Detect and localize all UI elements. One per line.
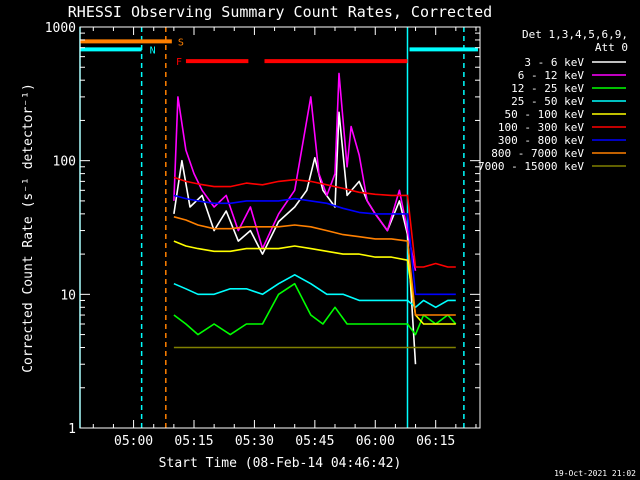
x-tick-label-0: 05:00 xyxy=(114,434,153,449)
y-axis: 1 10 100 1000 xyxy=(45,21,480,437)
series-line-2 xyxy=(173,282,457,336)
legend-header-line1: Det 1,3,4,5,6,9, xyxy=(522,28,628,41)
plot-frame xyxy=(79,26,481,429)
y-tick-label-1: 10 xyxy=(60,288,76,303)
flag-label-n: N xyxy=(150,45,156,56)
legend-label-1: 6 - 12 keV xyxy=(518,69,585,82)
x-tick-label-4: 06:00 xyxy=(356,434,395,449)
series-line-4 xyxy=(173,240,456,325)
series-line-1 xyxy=(173,72,417,271)
legend-label-4: 50 - 100 keV xyxy=(505,108,585,121)
legend-label-6: 300 - 800 keV xyxy=(498,134,584,147)
series-line-6 xyxy=(173,194,456,296)
y-axis-label: Corrected Count Rate (s⁻¹ detector⁻¹) xyxy=(21,83,36,373)
y-tick-label-2: 100 xyxy=(53,155,76,170)
y-tick-label-3: 1000 xyxy=(45,21,76,36)
legend-header-line2: Att 0 xyxy=(595,41,628,54)
legend-label-2: 12 - 25 keV xyxy=(511,82,584,95)
legend-label-8: 7000 - 15000 keV xyxy=(478,160,584,173)
x-tick-label-2: 05:30 xyxy=(235,434,274,449)
flag-label-s: S xyxy=(178,37,184,48)
x-tick-label-1: 05:15 xyxy=(174,434,213,449)
chart-title: RHESSI Observing Summary Count Rates, Co… xyxy=(68,3,492,21)
legend-label-0: 3 - 6 keV xyxy=(524,56,584,69)
legend-label-7: 800 - 7000 keV xyxy=(491,147,584,160)
x-tick-label-3: 05:45 xyxy=(295,434,334,449)
flag-label-f: F xyxy=(176,57,182,68)
footer-date: 19-Oct-2021 21:02 xyxy=(554,469,636,478)
series-line-7 xyxy=(173,216,456,316)
x-axis: 05:00 05:15 05:30 05:45 06:00 06:15 xyxy=(92,27,477,449)
y-tick-label-0: 1 xyxy=(68,422,76,437)
legend-label-3: 25 - 50 keV xyxy=(511,95,584,108)
series-line-5 xyxy=(173,176,456,268)
plot-area: S N F xyxy=(79,27,478,428)
x-tick-label-5: 06:15 xyxy=(416,434,455,449)
legend-label-5: 100 - 300 keV xyxy=(498,121,584,134)
series-line-3 xyxy=(173,273,456,309)
x-axis-label: Start Time (08-Feb-14 04:46:42) xyxy=(159,456,402,471)
